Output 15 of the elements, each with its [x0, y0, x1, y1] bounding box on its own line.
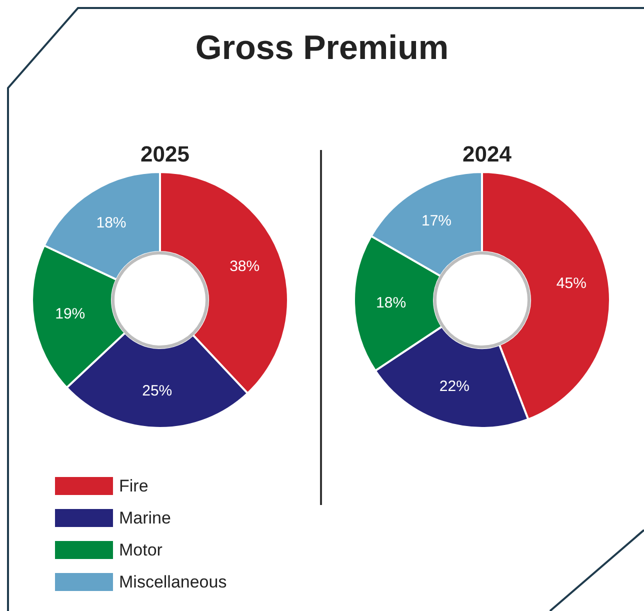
data-label: 38% [230, 258, 260, 275]
data-label: 17% [421, 212, 452, 230]
legend-label: Fire [119, 476, 148, 496]
slice-label: 2025 [140, 142, 190, 166]
data-label: 18% [376, 294, 406, 312]
chart-title: Gross Premium [195, 29, 449, 67]
slice-label: 2024 [462, 142, 512, 166]
data-label: 45% [556, 274, 586, 292]
data-label: 19% [55, 306, 86, 323]
data-label: 18% [96, 214, 126, 232]
data-label: 22% [439, 378, 470, 396]
legend-label: Marine [119, 508, 171, 528]
legend-label: Miscellaneous [119, 572, 227, 592]
data-label: 25% [142, 382, 172, 400]
legend-label: Motor [119, 540, 163, 560]
